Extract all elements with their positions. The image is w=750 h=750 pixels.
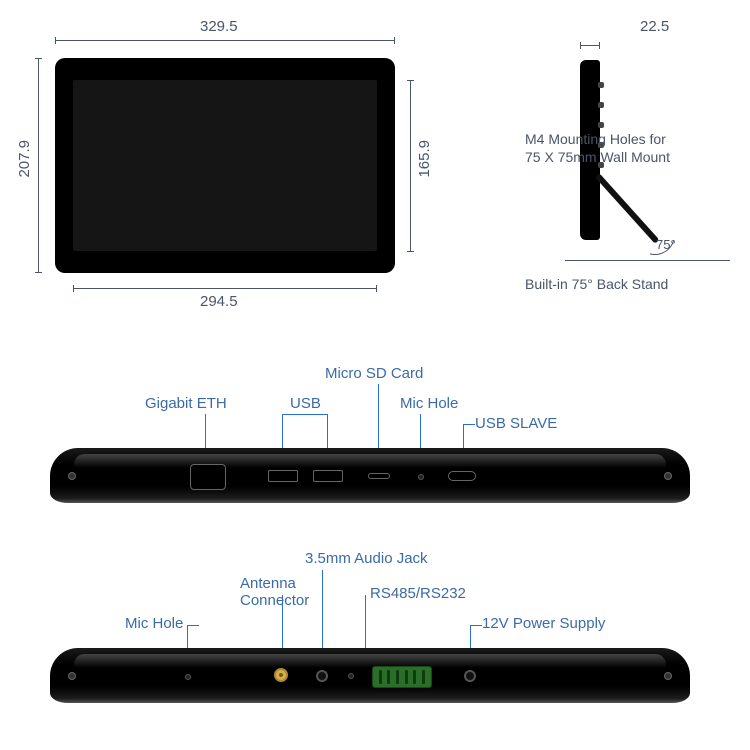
dim-thickness-label: 22.5 [640,18,669,35]
port-terminal [372,666,432,688]
port-usbc [448,471,476,481]
label-gigabit: Gigabit ETH [145,395,227,412]
label-antenna: Antenna Connector [240,575,309,609]
label-usb: USB [290,395,321,412]
dim-thickness [580,45,600,46]
dim-screen-width [73,288,377,289]
side-port-3 [598,122,604,128]
stand-text: Built-in 75° Back Stand [525,275,668,293]
port-usb-a1 [268,470,298,482]
front-screen [73,80,377,251]
bottom-screw-right [664,672,672,680]
port-power [464,670,476,682]
dim-front-width-label: 329.5 [200,18,238,35]
dim-front-height [38,58,39,273]
ground-line [565,260,730,261]
bottom-edge-shell [50,648,690,703]
front-view [55,58,395,273]
top-screw-right [664,472,672,480]
label-power: 12V Power Supply [482,615,605,632]
port-rs485-marker [348,673,354,679]
port-usb-a2 [313,470,343,482]
port-rj45 [190,464,226,490]
side-port-2 [598,102,604,108]
port-michole-top [418,474,424,480]
bottom-edge-view [50,640,690,708]
lead-usbslave-h [463,424,475,425]
port-antenna [274,668,288,682]
dim-front-width [55,40,395,41]
side-port-1 [598,82,604,88]
top-screw-left [68,472,76,480]
label-michole: Mic Hole [400,395,458,412]
dim-front-height-label: 207.9 [16,140,33,178]
mounting-text-2: 75 X 75mm Wall Mount [525,148,670,166]
port-michole-bottom [185,674,191,680]
side-view [530,40,730,300]
lead-power-h [470,625,482,626]
label-rs485: RS485/RS232 [370,585,466,602]
top-edge-view [50,440,690,508]
bottom-screw-left [68,672,76,680]
lead-usb-h [282,414,328,415]
dim-screen-height-label: 165.9 [416,140,433,178]
mounting-text-1: M4 Mounting Holes for [525,130,666,148]
lead-michole-b-h [187,625,199,626]
label-michole-b: Mic Hole [125,615,183,632]
dim-screen-width-label: 294.5 [200,293,238,310]
port-microsd [368,473,390,479]
label-audio: 3.5mm Audio Jack [305,550,428,567]
label-microsd: Micro SD Card [325,365,423,382]
port-audio [316,670,328,682]
dim-screen-height [410,80,411,252]
label-usbslave: USB SLAVE [475,415,557,432]
lead-antenna-v2 [282,595,283,613]
